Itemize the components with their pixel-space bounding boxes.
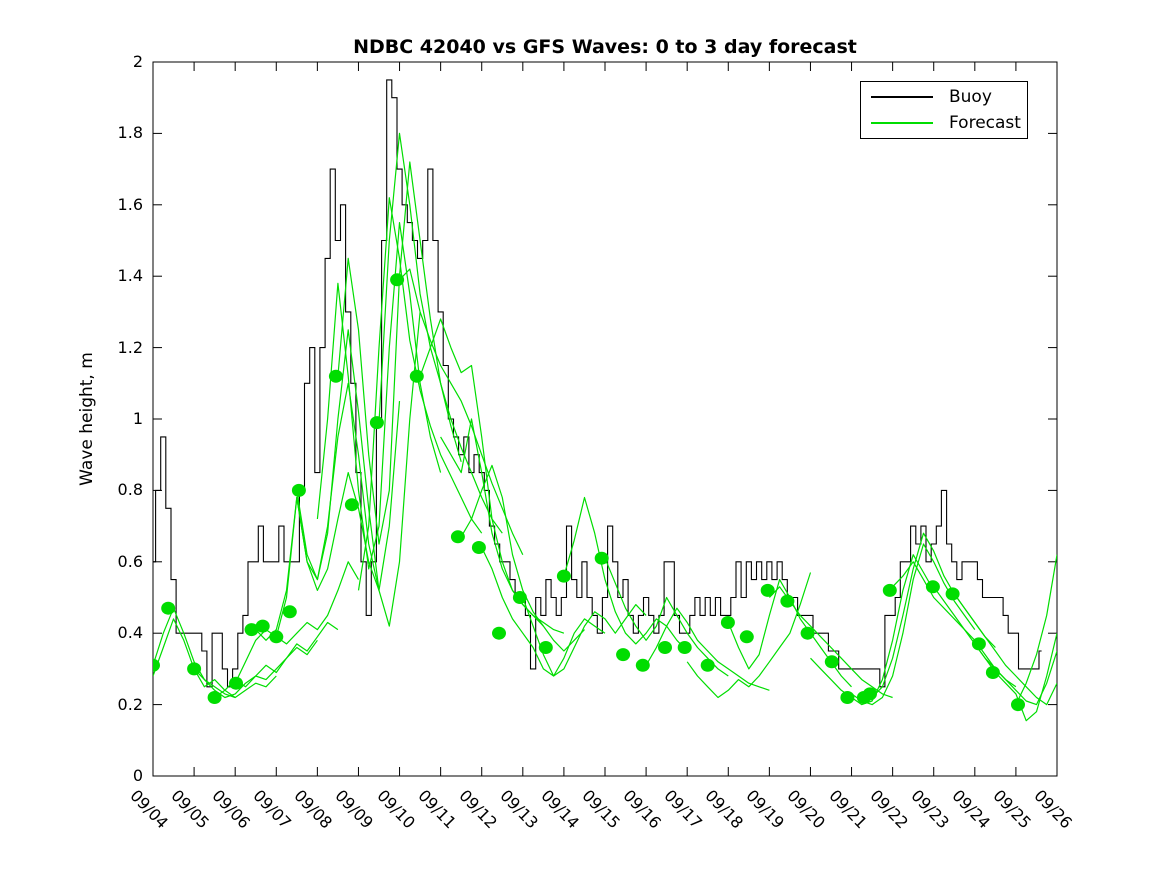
forecast-start-marker [492, 626, 506, 640]
forecast-run-line [810, 554, 935, 706]
forecast-start-marker [187, 662, 202, 676]
forecast-start-marker [450, 530, 465, 544]
forecast-run-line [1015, 554, 1057, 705]
forecast-run-line [686, 572, 812, 699]
forecast-start-marker [244, 623, 259, 637]
forecast-start-marker [594, 551, 609, 565]
forecast-run-line [296, 311, 421, 627]
forecast-start-marker [269, 630, 284, 644]
y-tick-label: 2 [132, 52, 143, 71]
forecast-run-line [234, 561, 360, 684]
y-tick-label: 1.4 [117, 266, 143, 286]
forecast-start-marker [635, 658, 650, 672]
forecast-start-marker [985, 666, 1000, 679]
forecast-run-line [399, 268, 524, 555]
forecast-run-line [851, 543, 976, 706]
forecast-run-line [316, 222, 442, 570]
forecast-run-line [604, 557, 729, 677]
y-tick-label: 1 [132, 409, 143, 428]
forecast-start-marker [328, 369, 343, 383]
axis-box [152, 61, 1058, 777]
buoy-line [153, 79, 1042, 688]
forecast-start-marker [390, 273, 405, 287]
legend-item: Buoy [861, 85, 1027, 109]
forecast-run-line [153, 618, 236, 698]
forecast-start-marker [616, 648, 631, 662]
forecast-run-line [460, 464, 585, 652]
y-tick-label: 0.2 [117, 694, 143, 714]
forecast-run-line [481, 547, 606, 677]
forecast-start-marker [207, 691, 222, 704]
forecast-run-line [378, 132, 503, 534]
y-tick-label: 1.2 [117, 337, 143, 357]
forecast-start-marker [882, 583, 897, 597]
forecast-start-marker [971, 637, 986, 651]
forecast-run-line [522, 597, 647, 677]
forecast-start-marker [291, 483, 306, 497]
y-tick-label: 1.8 [117, 123, 143, 143]
forecast-start-marker [153, 658, 160, 672]
forecast-start-marker [840, 691, 855, 704]
forecast-run-line [440, 418, 565, 634]
forecast-start-marker [556, 569, 571, 583]
y-tick-label: 0.8 [117, 480, 143, 500]
forecast-start-marker [780, 594, 795, 608]
y-tick-label: 1.6 [117, 194, 143, 214]
legend-label: Buoy [949, 86, 992, 107]
forecast-start-marker [409, 369, 424, 383]
forecast-start-marker [282, 605, 297, 619]
legend-item: Forecast [861, 111, 1027, 135]
forecast-start-marker [1011, 698, 1025, 712]
forecast-run-line [357, 197, 483, 591]
forecast-start-marker [739, 630, 754, 644]
forecast-start-marker [760, 583, 775, 597]
forecast-run-line [645, 607, 770, 691]
forecast-run-line [974, 633, 1057, 722]
forecast-start-marker [863, 687, 877, 701]
forecast-start-marker [700, 658, 715, 672]
forecast-start-marker [658, 641, 672, 654]
forecast-start-marker [800, 626, 815, 640]
forecast-start-marker [538, 641, 553, 654]
forecast-start-marker [945, 587, 960, 601]
y-tick-label: 0.4 [117, 623, 143, 643]
legend-label: Forecast [949, 113, 1021, 134]
forecast-start-marker [344, 498, 359, 512]
forecast-start-marker [161, 601, 176, 615]
y-tick-label: 0 [132, 766, 143, 785]
forecast-start-marker [255, 619, 270, 633]
forecast-start-marker [471, 541, 486, 554]
forecast-start-marker [720, 616, 735, 629]
legend-box: Buoy Forecast [860, 81, 1028, 139]
forecast-start-marker [512, 591, 527, 604]
forecast-run-line [953, 593, 1057, 706]
chart-title: NDBC 42040 vs GFS Waves: 0 to 3 day fore… [353, 36, 857, 58]
forecast-start-marker [925, 580, 940, 594]
forecast-start-marker [229, 676, 243, 690]
series-group [153, 79, 1057, 722]
forecast-start-marker [824, 655, 839, 669]
forecast-start-marker [677, 641, 692, 654]
legend-line-sample [871, 122, 933, 125]
y-tick-label: 0.6 [117, 551, 143, 571]
forecast-start-marker [369, 416, 384, 430]
legend-line-sample [871, 95, 933, 98]
forecast-run-line [255, 472, 380, 641]
